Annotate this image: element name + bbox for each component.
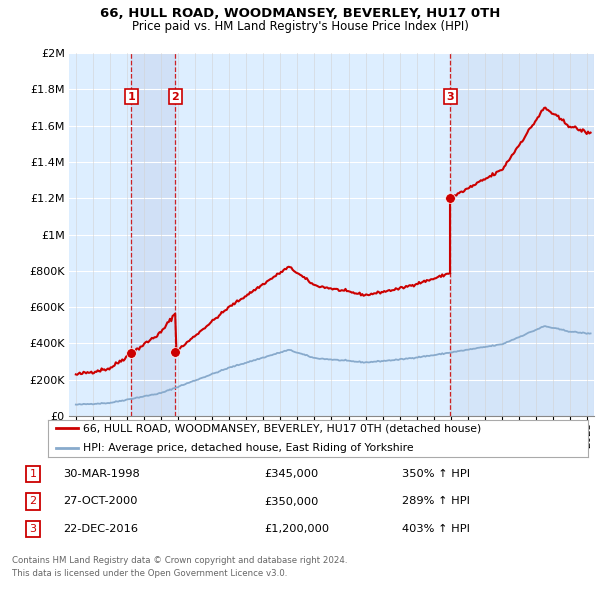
Bar [451, 53, 594, 416]
Text: 1: 1 [127, 91, 135, 101]
Text: 403% ↑ HPI: 403% ↑ HPI [402, 525, 470, 534]
Text: 3: 3 [29, 525, 37, 534]
Text: 30-MAR-1998: 30-MAR-1998 [63, 469, 140, 478]
Text: 22-DEC-2016: 22-DEC-2016 [63, 525, 138, 534]
Text: 2: 2 [29, 497, 37, 506]
Text: Contains HM Land Registry data © Crown copyright and database right 2024.: Contains HM Land Registry data © Crown c… [12, 556, 347, 565]
Text: 1: 1 [29, 469, 37, 478]
Text: Price paid vs. HM Land Registry's House Price Index (HPI): Price paid vs. HM Land Registry's House … [131, 20, 469, 33]
Text: 3: 3 [446, 91, 454, 101]
Text: £350,000: £350,000 [264, 497, 319, 506]
Text: 2: 2 [172, 91, 179, 101]
Bar [131, 53, 175, 416]
Text: HPI: Average price, detached house, East Riding of Yorkshire: HPI: Average price, detached house, East… [83, 443, 414, 453]
Text: 27-OCT-2000: 27-OCT-2000 [63, 497, 137, 506]
Text: £345,000: £345,000 [264, 469, 318, 478]
Text: £1,200,000: £1,200,000 [264, 525, 329, 534]
Text: 350% ↑ HPI: 350% ↑ HPI [402, 469, 470, 478]
Text: This data is licensed under the Open Government Licence v3.0.: This data is licensed under the Open Gov… [12, 569, 287, 578]
Text: 66, HULL ROAD, WOODMANSEY, BEVERLEY, HU17 0TH (detached house): 66, HULL ROAD, WOODMANSEY, BEVERLEY, HU1… [83, 423, 481, 433]
Text: 289% ↑ HPI: 289% ↑ HPI [402, 497, 470, 506]
Text: 66, HULL ROAD, WOODMANSEY, BEVERLEY, HU17 0TH: 66, HULL ROAD, WOODMANSEY, BEVERLEY, HU1… [100, 7, 500, 20]
